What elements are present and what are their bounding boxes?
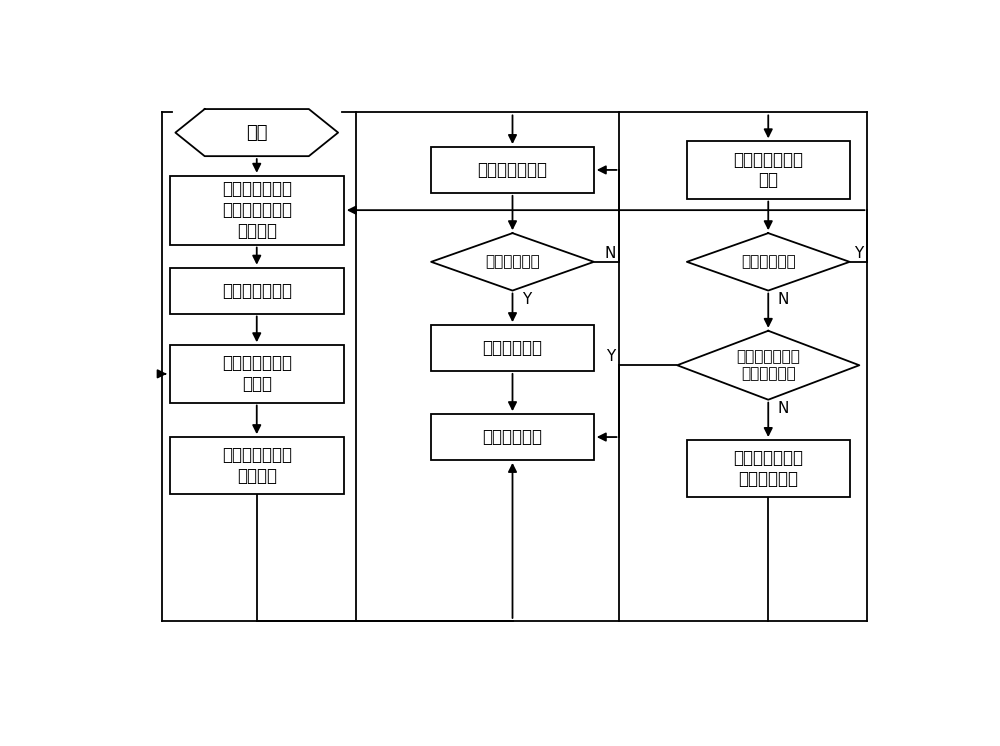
Text: Y: Y bbox=[522, 292, 531, 307]
Text: Y: Y bbox=[606, 349, 616, 364]
Bar bbox=[687, 440, 850, 498]
Text: 机械臂驱动断电
并人工拖动到自
然下垂位: 机械臂驱动断电 并人工拖动到自 然下垂位 bbox=[222, 181, 292, 240]
Bar bbox=[170, 437, 344, 495]
Bar bbox=[170, 345, 344, 403]
Text: 采集十字靶标的
位置: 采集十字靶标的 位置 bbox=[733, 151, 803, 189]
Text: 没有失步继续执
行下一个动作: 没有失步继续执 行下一个动作 bbox=[733, 449, 803, 488]
Text: N: N bbox=[778, 401, 789, 416]
Bar bbox=[431, 147, 594, 193]
Bar bbox=[431, 325, 594, 371]
Text: 经过测量区域: 经过测量区域 bbox=[482, 428, 542, 446]
Text: 轨迹控制指令: 轨迹控制指令 bbox=[485, 254, 540, 269]
Text: 各关节通过找零
装置找零: 各关节通过找零 装置找零 bbox=[222, 446, 292, 485]
Polygon shape bbox=[687, 233, 850, 290]
Polygon shape bbox=[677, 330, 859, 400]
Text: 开始: 开始 bbox=[246, 124, 268, 142]
Text: N: N bbox=[604, 245, 616, 261]
Text: 机械臂驱动上电: 机械臂驱动上电 bbox=[222, 281, 292, 300]
Polygon shape bbox=[431, 233, 594, 290]
Bar bbox=[170, 268, 344, 313]
Text: 执行控制轨迹: 执行控制轨迹 bbox=[482, 339, 542, 357]
Bar bbox=[170, 175, 344, 245]
Text: 偏差位于阈值上
限和下限之间: 偏差位于阈值上 限和下限之间 bbox=[736, 349, 800, 381]
Text: 机械臂找零完毕: 机械臂找零完毕 bbox=[478, 161, 548, 179]
Text: 偏差超过上限: 偏差超过上限 bbox=[741, 254, 796, 269]
Bar bbox=[431, 414, 594, 460]
Polygon shape bbox=[175, 109, 338, 156]
Text: N: N bbox=[778, 292, 789, 307]
Text: 运动至参考零位
理论值: 运动至参考零位 理论值 bbox=[222, 354, 292, 393]
Text: Y: Y bbox=[854, 245, 864, 261]
Bar bbox=[687, 141, 850, 198]
